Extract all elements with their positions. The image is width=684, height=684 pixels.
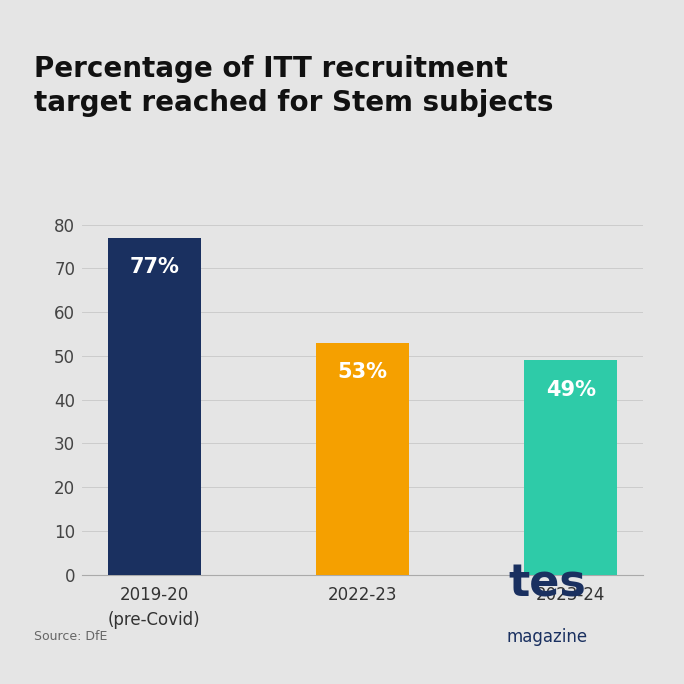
Text: magazine: magazine	[507, 629, 588, 646]
Text: 49%: 49%	[546, 380, 596, 400]
Text: 53%: 53%	[337, 363, 388, 382]
Text: 77%: 77%	[129, 257, 179, 278]
Bar	[107, 238, 201, 575]
Text: tes: tes	[508, 562, 586, 605]
Text: Source: DfE: Source: DfE	[34, 630, 107, 643]
Text: Percentage of ITT recruitment
target reached for Stem subjects: Percentage of ITT recruitment target rea…	[34, 55, 554, 118]
Bar	[524, 360, 618, 575]
Bar	[316, 343, 409, 575]
